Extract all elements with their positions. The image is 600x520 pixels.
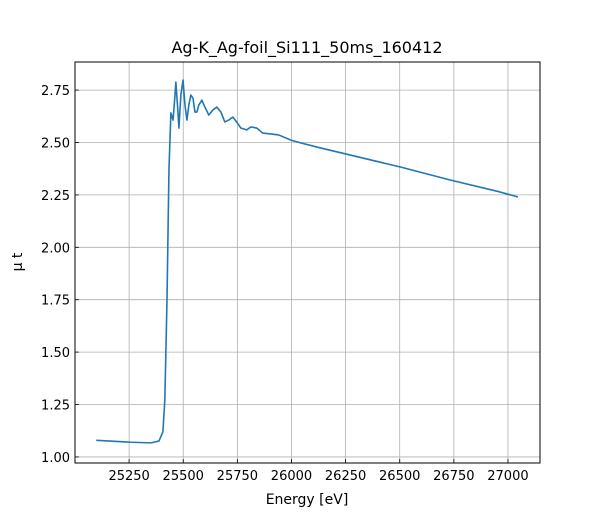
y-tick-label: 2.25 (41, 189, 70, 204)
x-axis-label: Energy [eV] (266, 492, 349, 508)
x-tick-label: 25750 (217, 469, 258, 484)
x-tick-label: 26250 (325, 469, 366, 484)
y-tick-label: 1.25 (41, 399, 70, 414)
x-tick-label: 27000 (487, 469, 528, 484)
plot-frame (74, 61, 541, 464)
chart-title: Ag-K_Ag-foil_Si111_50ms_160412 (171, 38, 442, 58)
y-tick-label: 2.00 (41, 241, 70, 256)
x-tick-label: 26000 (271, 469, 312, 484)
x-tick-label: 25250 (108, 469, 149, 484)
y-tick-label: 1.50 (41, 346, 70, 361)
y-tick-label: 2.75 (41, 84, 70, 99)
x-tick-label: 25500 (163, 469, 204, 484)
y-tick-label: 2.50 (41, 136, 70, 151)
y-axis-label: μ t (10, 252, 26, 271)
x-tick-label: 26750 (433, 469, 474, 484)
data-line (96, 79, 519, 444)
x-tick-label: 26500 (379, 469, 420, 484)
y-tick-label: 1.00 (41, 451, 70, 466)
y-tick-label: 1.75 (41, 294, 70, 309)
